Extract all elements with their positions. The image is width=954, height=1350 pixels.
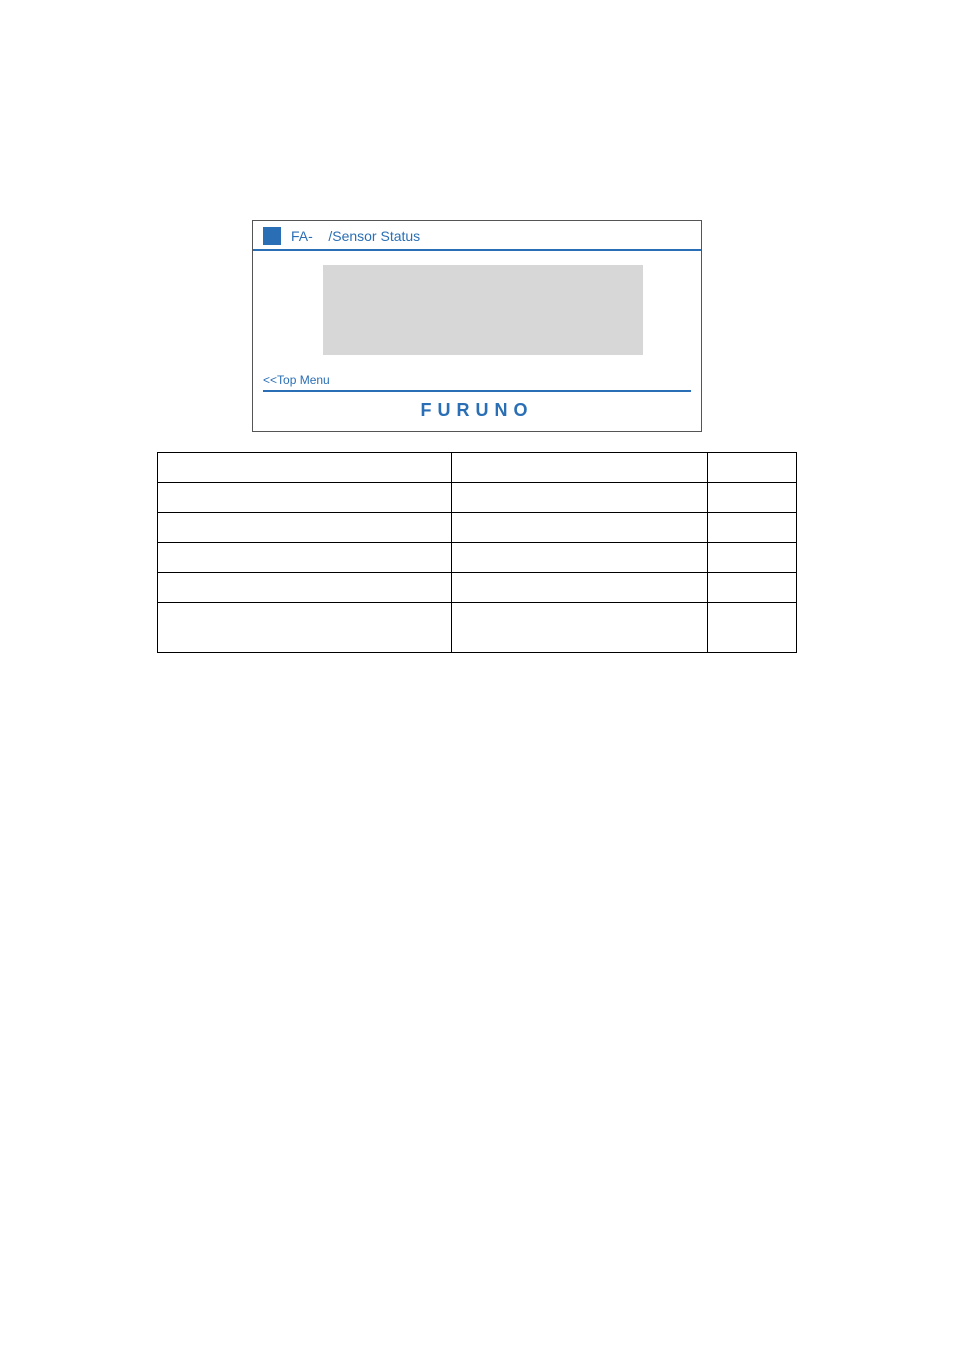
table-cell — [158, 573, 452, 603]
table-cell — [451, 453, 707, 483]
panel-title: FA- /Sensor Status — [291, 228, 420, 244]
sensor-status-table — [157, 452, 797, 653]
table-cell — [158, 543, 452, 573]
header-square-icon — [263, 227, 281, 245]
table-row — [158, 543, 797, 573]
title-suffix: /Sensor Status — [328, 228, 420, 244]
table-cell — [707, 573, 796, 603]
panel-header: FA- /Sensor Status — [253, 221, 701, 251]
table-cell — [158, 603, 452, 653]
table-row — [158, 453, 797, 483]
table-cell — [707, 513, 796, 543]
table-cell — [451, 603, 707, 653]
brand-logo: FURUNO — [263, 392, 691, 431]
table-cell — [707, 543, 796, 573]
table-body — [158, 453, 797, 653]
title-prefix: FA- — [291, 228, 313, 244]
table-cell — [707, 603, 796, 653]
table-cell — [158, 483, 452, 513]
table-row — [158, 483, 797, 513]
table-row — [158, 513, 797, 543]
table-cell — [451, 513, 707, 543]
table-cell — [707, 453, 796, 483]
table-cell — [707, 483, 796, 513]
panel-body — [253, 251, 701, 373]
table-cell — [158, 513, 452, 543]
table-cell — [158, 453, 452, 483]
sensor-status-panel: FA- /Sensor Status <<Top Menu FURUNO — [252, 220, 702, 432]
sensor-status-content-area — [323, 265, 643, 355]
table-cell — [451, 543, 707, 573]
top-menu-link[interactable]: <<Top Menu — [263, 373, 691, 392]
brand-text: FURUNO — [421, 400, 534, 420]
table-row — [158, 603, 797, 653]
panel-footer: <<Top Menu FURUNO — [253, 373, 701, 431]
table-row — [158, 573, 797, 603]
table-cell — [451, 573, 707, 603]
table-cell — [451, 483, 707, 513]
